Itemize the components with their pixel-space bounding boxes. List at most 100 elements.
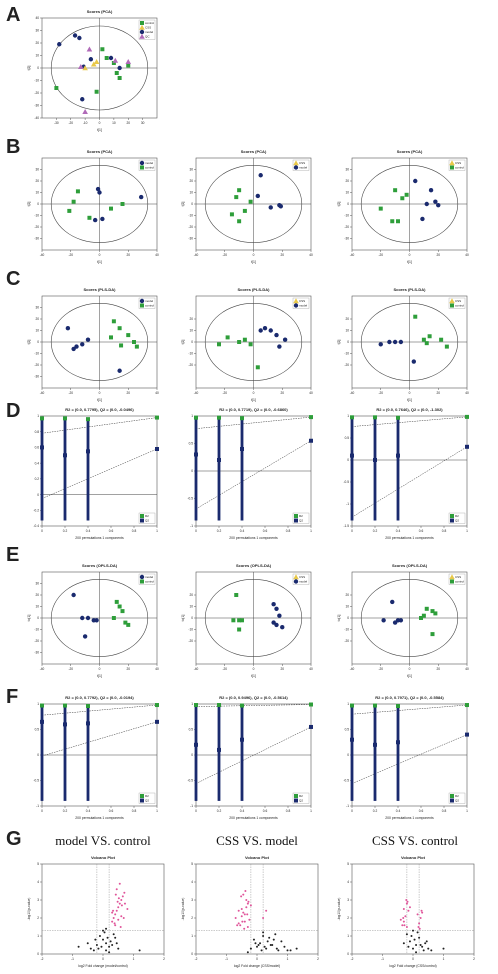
- volcano-point: [262, 931, 265, 934]
- data-point: [82, 65, 88, 71]
- data-point: [93, 58, 100, 64]
- x-tick-label: 2: [163, 957, 165, 961]
- y-tick-label: 4: [347, 880, 349, 884]
- x-axis-label: t[1]: [407, 398, 412, 402]
- data-point: [240, 703, 244, 708]
- volcano-point: [245, 899, 248, 901]
- oplsda-css-control-chart: Scores (OPLS-DA) -40 -20 0 20 40 -20 -10 0 10 20 t[…: [337, 563, 469, 678]
- y-tick-label: 0.5: [35, 728, 40, 732]
- x-tick-label: 40: [465, 667, 469, 671]
- x-tick-label: 1: [287, 957, 289, 961]
- volcano-point: [416, 931, 419, 934]
- volcano-point: [112, 917, 115, 919]
- volcano-point: [106, 936, 109, 939]
- data-point: [400, 196, 405, 201]
- volcano-point: [416, 913, 419, 916]
- data-point: [465, 732, 469, 737]
- x-tick-label: 0.4: [240, 809, 245, 813]
- data-point: [430, 632, 435, 637]
- legend-box: [292, 159, 310, 171]
- legend-swatch: [139, 160, 145, 166]
- data-point: [155, 703, 159, 708]
- series-control: [54, 47, 131, 94]
- chart-title: Scores (OPLS-DA): [236, 563, 272, 568]
- data-point: [309, 724, 313, 729]
- data-point: [309, 415, 313, 420]
- y-tick-label: 4: [37, 880, 39, 884]
- volcano-point: [280, 940, 283, 943]
- q2-regression-line: [351, 734, 468, 784]
- y-tick-label: -0.4: [34, 524, 40, 528]
- volcano-point: [241, 920, 244, 923]
- x-axis-label: 200 permutations 1 components: [385, 536, 434, 540]
- data-point: [71, 346, 76, 352]
- data-point: [155, 719, 159, 724]
- x-tick-label: 0: [195, 529, 197, 533]
- plot-frame: [195, 863, 319, 955]
- x-tick-label: 20: [280, 253, 284, 257]
- data-point: [109, 206, 113, 211]
- legend-swatch: [450, 798, 454, 803]
- data-point: [217, 415, 221, 420]
- volcano-point: [246, 951, 249, 954]
- q2-regression-line: [195, 440, 312, 510]
- data-point: [420, 216, 425, 222]
- data-point: [277, 344, 282, 349]
- legend-swatch: [449, 574, 455, 580]
- chart-title: Scores (PLS-DA): [83, 287, 116, 292]
- data-point: [309, 438, 313, 443]
- data-point: [240, 447, 244, 451]
- x-tick-label: -1: [225, 957, 228, 961]
- x-tick-label: 0: [41, 809, 43, 813]
- x-tick-label: 0.2: [217, 529, 222, 533]
- y-tick-label: 0.5: [189, 442, 194, 446]
- series-R2: [40, 703, 159, 709]
- x-tick-label: -20: [68, 391, 73, 395]
- data-point: [280, 625, 285, 630]
- data-point: [80, 97, 85, 102]
- data-point: [114, 71, 119, 75]
- y-tick-label: 0: [191, 469, 193, 473]
- legend-swatch: [139, 24, 145, 30]
- data-point: [126, 63, 131, 68]
- volcano-point: [102, 938, 104, 941]
- y-axis-label: t[2]: [181, 202, 185, 207]
- data-point: [86, 46, 93, 52]
- data-point: [381, 618, 386, 623]
- data-point: [237, 618, 242, 623]
- y-tick-label: -0.5: [188, 497, 194, 501]
- legend-swatch: [140, 21, 144, 25]
- volcano-point: [114, 936, 117, 939]
- data-point: [240, 618, 244, 623]
- x-tick-label: 0.8: [286, 529, 291, 533]
- volcano-css-model-chart: Volcano Plot -2 -1 0 1 2 0 1 2 3 4 5 log2 Fold chang…: [181, 855, 319, 968]
- volcano-point: [114, 913, 117, 916]
- legend-label: CSS: [455, 575, 461, 579]
- y-tick-label: -20: [34, 91, 39, 95]
- volcano-heading-css-vs-model: CSS VS. model: [216, 833, 298, 848]
- volcano-point: [405, 933, 408, 936]
- y-tick-label: 0: [191, 202, 193, 206]
- permutation-column: [396, 705, 400, 801]
- y-tick-label: 1: [191, 934, 193, 938]
- y-tick-label: 1: [37, 934, 39, 938]
- y-axis-label: to[1]: [27, 615, 31, 622]
- x-tick-label: -40: [40, 253, 45, 257]
- data-point: [396, 704, 400, 709]
- volcano-css-control-chart: Volcano Plot -2 -1 0 1 2 0 1 2 3 4 5 log2 Fold chang…: [337, 855, 475, 968]
- data-point: [80, 615, 85, 621]
- permutation-column: [194, 705, 198, 801]
- series-control: [67, 189, 125, 220]
- x-tick-label: 30: [141, 121, 145, 125]
- y-tick-label: -1.5: [344, 524, 350, 528]
- data-point: [373, 415, 377, 420]
- series-model: [255, 173, 284, 210]
- y-tick-label: 1: [191, 414, 193, 418]
- legend-label: control: [145, 21, 154, 25]
- q2-regression-line: [195, 726, 312, 784]
- data-point: [248, 199, 253, 204]
- legend-box: [448, 512, 466, 524]
- volcano-point: [418, 927, 421, 930]
